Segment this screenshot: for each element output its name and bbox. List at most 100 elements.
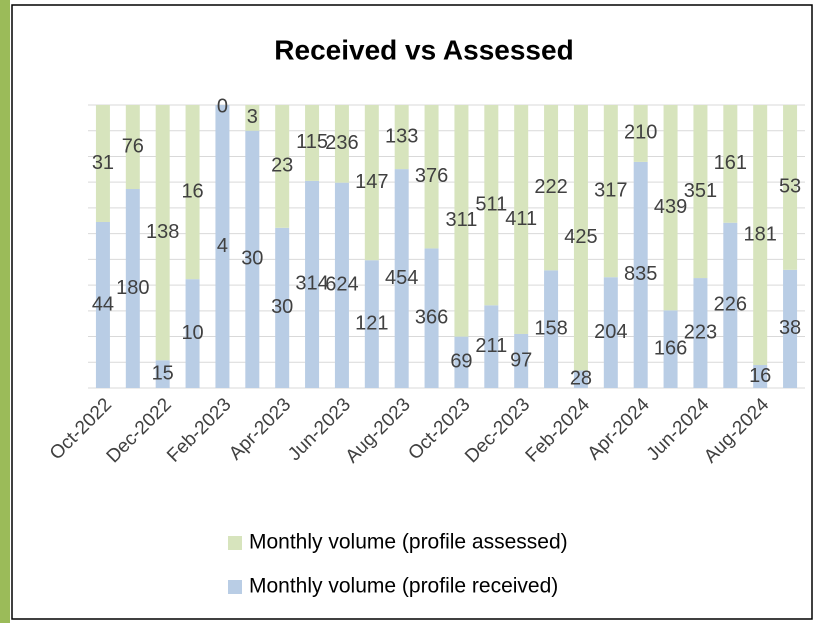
bar-segment	[125, 105, 140, 190]
data-label: 76	[122, 135, 144, 157]
bar-segment	[693, 278, 708, 388]
data-label: 222	[534, 176, 567, 198]
data-label: 226	[714, 294, 747, 316]
bar-segment	[723, 105, 738, 223]
data-label: 204	[594, 321, 627, 343]
bar-segment	[573, 370, 588, 388]
bar-segment	[633, 161, 648, 388]
bar-segment	[454, 336, 469, 388]
data-label: 351	[684, 180, 717, 202]
bar-segment	[603, 105, 618, 278]
data-label: 317	[594, 179, 627, 201]
data-label: 38	[779, 317, 801, 339]
bar-segment	[783, 105, 798, 270]
bar-segment	[364, 260, 379, 388]
bar-segment	[484, 305, 499, 388]
data-label: 30	[271, 296, 293, 318]
data-label: 181	[744, 223, 777, 245]
bar-segment	[753, 365, 768, 388]
bar-segment	[424, 248, 439, 388]
data-label: 138	[146, 221, 179, 243]
data-label: 439	[654, 196, 687, 218]
data-label: 0	[217, 95, 228, 117]
bar-segment	[753, 105, 768, 366]
data-label: 69	[450, 351, 472, 373]
data-label: 23	[271, 155, 293, 177]
chart-frame	[11, 4, 813, 620]
bar-segment	[275, 227, 290, 388]
bar-segment	[305, 180, 320, 388]
chart-title: Received vs Assessed	[274, 34, 573, 65]
bar-segment	[364, 105, 379, 261]
bar-segment	[723, 222, 738, 388]
data-label: 158	[534, 317, 567, 339]
data-label: 366	[415, 306, 448, 328]
data-label: 211	[475, 335, 507, 357]
bar-segment	[155, 360, 170, 388]
bar-segment	[305, 105, 320, 181]
data-label: 115	[296, 131, 328, 153]
data-label: 31	[92, 152, 114, 174]
bar-segment	[484, 105, 499, 306]
bar-segment	[663, 310, 678, 388]
bar-segment	[573, 105, 588, 371]
bar-segment	[245, 130, 260, 388]
data-label: 4	[217, 235, 228, 257]
data-label: 236	[325, 132, 358, 154]
bar-segment	[394, 169, 409, 388]
bar-segment	[783, 269, 798, 388]
data-label: 376	[415, 165, 448, 187]
bar-segment	[95, 105, 110, 222]
data-label: 835	[624, 263, 657, 285]
data-label: 180	[116, 277, 149, 299]
legend-swatch	[228, 580, 242, 594]
bar-segment	[215, 105, 230, 388]
data-label: 28	[570, 368, 592, 390]
data-label: 624	[325, 274, 358, 296]
bar-segment	[514, 333, 529, 388]
data-label: 511	[475, 193, 507, 215]
data-label: 30	[241, 248, 263, 270]
data-label: 10	[181, 322, 203, 344]
data-label: 15	[152, 362, 174, 384]
bar-segment	[544, 270, 559, 388]
bar-segment	[125, 189, 140, 388]
data-label: 411	[505, 208, 537, 230]
bar-segment	[185, 279, 200, 388]
bar-segment	[424, 105, 439, 249]
bar-segment	[514, 105, 529, 334]
data-label: 53	[779, 176, 801, 198]
data-label: 210	[624, 122, 657, 144]
data-label: 147	[355, 171, 388, 193]
bar-segment	[544, 105, 559, 271]
data-label: 121	[355, 312, 388, 334]
data-label: 311	[445, 209, 477, 231]
bar-segment	[334, 182, 349, 388]
data-label: 97	[510, 349, 532, 371]
data-label: 3	[247, 106, 258, 128]
bar-segment	[693, 105, 708, 279]
data-label: 44	[92, 293, 114, 315]
bar-segment	[185, 105, 200, 280]
data-label: 161	[714, 152, 747, 174]
data-label: 314	[295, 273, 328, 295]
bar-segment	[155, 105, 170, 361]
data-label: 166	[654, 337, 687, 359]
data-label: 454	[385, 267, 418, 289]
legend-label: Monthly volume (profile received)	[249, 575, 558, 598]
bar-segment	[603, 277, 618, 388]
bar-segment	[454, 105, 469, 337]
legend-label: Monthly volume (profile assessed)	[249, 531, 568, 554]
bar-segment	[394, 105, 409, 170]
sheet-edge	[0, 0, 10, 623]
bar-segment	[275, 105, 290, 228]
data-label: 16	[749, 365, 771, 387]
data-label: 16	[181, 180, 203, 202]
bar-segment	[245, 105, 260, 131]
bar-segment	[663, 105, 678, 311]
bar-segment	[633, 105, 648, 162]
data-label: 223	[684, 321, 717, 343]
data-label: 133	[385, 125, 418, 147]
bar-segment	[334, 105, 349, 183]
